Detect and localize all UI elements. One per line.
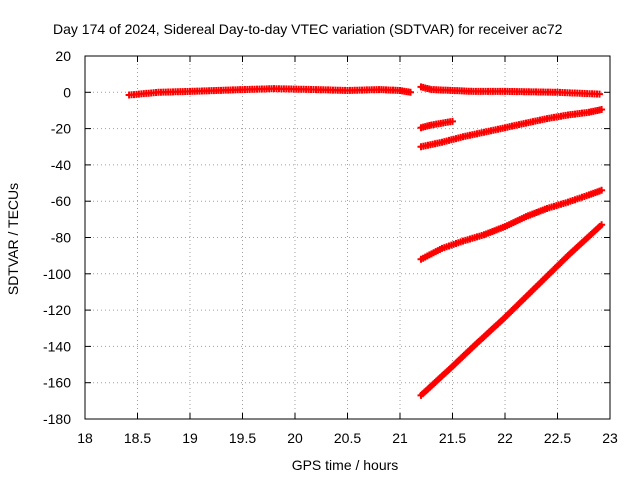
y-tick-label: -60 (51, 193, 71, 209)
x-tick-label: 18.5 (124, 430, 151, 446)
axes (84, 55, 611, 420)
y-tick-label: -180 (43, 411, 71, 427)
data-points (125, 83, 606, 399)
series-3 (417, 117, 456, 132)
x-tick-label: 22.5 (544, 430, 571, 446)
series-2 (417, 83, 603, 98)
y-tick-label: -20 (51, 121, 71, 137)
data-point (598, 186, 606, 194)
series-1 (125, 85, 414, 99)
tick-labels: 18 18.5 19 19.5 20 20.5 21 21.5 22 22.5 23 20 0 -20 -4… (43, 48, 618, 446)
x-tick-label: 21.5 (439, 430, 466, 446)
x-tick-label: 19.5 (229, 430, 256, 446)
data-point (598, 221, 606, 229)
series-4 (417, 106, 606, 151)
y-tick-label: 0 (63, 84, 71, 100)
series-6 (417, 221, 606, 399)
x-tick-label: 20.5 (334, 430, 361, 446)
plot-frame (84, 55, 611, 420)
data-point (449, 117, 456, 125)
y-tick-label: -80 (51, 230, 71, 246)
x-tick-label: 21 (392, 430, 408, 446)
chart-title: Day 174 of 2024, Sidereal Day-to-day VTE… (53, 21, 563, 37)
data-point (407, 88, 414, 96)
data-point (596, 90, 603, 98)
x-tick-label: 20 (287, 430, 303, 446)
y-tick-label: -40 (51, 157, 71, 173)
data-point (598, 106, 606, 114)
x-tick-label: 19 (182, 430, 198, 446)
y-tick-label: 20 (55, 48, 71, 64)
y-axis-label: SDTVAR / TECUs (5, 183, 21, 295)
series-5 (417, 186, 606, 263)
y-tick-label: -140 (43, 338, 71, 354)
x-tick-label: 23 (602, 430, 618, 446)
x-tick-label: 22 (497, 430, 513, 446)
y-tick-label: -100 (43, 266, 71, 282)
x-tick-label: 18 (77, 430, 93, 446)
y-tick-label: -160 (43, 375, 71, 391)
y-tick-label: -120 (43, 302, 71, 318)
x-axis-label: GPS time / hours (292, 457, 399, 473)
grid (85, 56, 610, 419)
